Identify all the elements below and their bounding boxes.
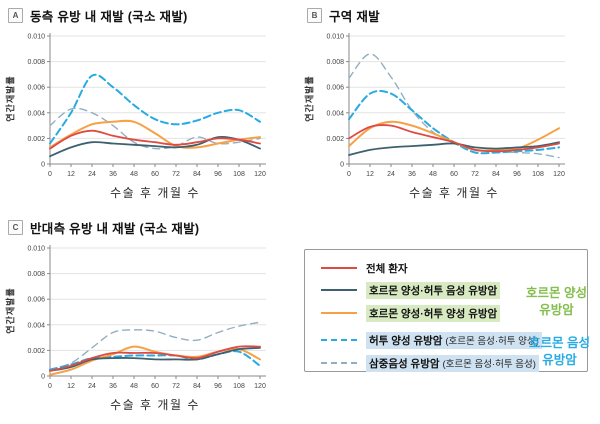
svg-text:0.008: 0.008: [326, 59, 344, 66]
svg-text:24: 24: [387, 171, 395, 178]
svg-text:0.008: 0.008: [27, 59, 45, 66]
chart-panel-regional: B 구역 재발 연간재발률 0 0.002 0.004 0.006 0.008 0.010…: [303, 6, 599, 206]
panel-label-c: C: [8, 219, 23, 235]
svg-text:60: 60: [151, 383, 159, 390]
legend-label-hr-pos-her2-pos: 호르몬 양성·허투 양성 유방암: [366, 304, 501, 322]
legend-label-all-patients: 전체 환자: [366, 262, 408, 275]
svg-text:84: 84: [193, 383, 201, 390]
chart-title-c: 반대측 유방 내 재발 (국소 재발): [30, 221, 200, 236]
svg-text:0.010: 0.010: [326, 34, 344, 41]
svg-text:0: 0: [340, 162, 344, 169]
svg-text:0.002: 0.002: [326, 136, 344, 143]
x-axis-label-a: 수술 후 개월 수: [110, 186, 200, 200]
svg-text:0: 0: [48, 171, 52, 178]
panel-header: C 반대측 유방 내 재발 (국소 재발): [8, 218, 199, 236]
svg-text:0: 0: [41, 162, 45, 169]
svg-text:0.006: 0.006: [27, 297, 45, 304]
x-axis-label-c: 수술 후 개월 수: [110, 398, 200, 412]
svg-text:24: 24: [88, 171, 96, 178]
svg-text:108: 108: [532, 171, 544, 178]
svg-text:0.004: 0.004: [326, 110, 344, 117]
svg-text:0.006: 0.006: [326, 85, 344, 92]
legend-line-tnbc: [321, 362, 357, 364]
legend-item-all-patients: 전체 환자: [321, 259, 587, 277]
svg-text:36: 36: [408, 171, 416, 178]
svg-text:96: 96: [214, 171, 222, 178]
legend-item-her2-pos: 허투 양성 유방암 (호르몬 음성·허투 양성): [321, 331, 542, 349]
x-axis-label-b: 수술 후 개월 수: [409, 186, 499, 200]
legend-item-hr-pos-her2-neg: 호르몬 양성·허투 음성 유방암: [321, 281, 526, 299]
svg-text:0.008: 0.008: [27, 271, 45, 278]
svg-text:0.010: 0.010: [27, 34, 45, 41]
legend-line-hr-pos-her2-neg: [321, 289, 357, 291]
svg-text:36: 36: [109, 383, 117, 390]
legend-sublabel-her2-pos: (호르몬 음성·허투 양성): [445, 335, 539, 347]
svg-text:120: 120: [553, 171, 565, 178]
svg-text:12: 12: [67, 383, 75, 390]
chart-title-b: 구역 재발: [329, 9, 380, 24]
svg-text:108: 108: [233, 383, 245, 390]
panel-label-a: A: [8, 7, 23, 23]
legend-line-hr-pos-her2-pos: [321, 312, 357, 314]
svg-text:48: 48: [130, 383, 138, 390]
svg-text:60: 60: [151, 171, 159, 178]
svg-text:0.002: 0.002: [27, 136, 45, 143]
legend-label-her2-pos: 허투 양성 유방암 (호르몬 음성·허투 양성): [366, 331, 542, 349]
chart-panel-contralateral: C 반대측 유방 내 재발 (국소 재발) 연간재발률 0 0.002 0.004 0…: [4, 218, 300, 418]
panel-header: B 구역 재발: [307, 6, 380, 24]
svg-text:72: 72: [172, 171, 180, 178]
svg-text:12: 12: [366, 171, 374, 178]
legend-line-her2-pos: [321, 339, 357, 341]
annotation-hormone-negative: 호르몬 음성 유방암: [529, 335, 590, 368]
legend-item-tnbc: 삼중음성 유방암 (호르몬 음성·허투 음성): [321, 354, 539, 372]
legend-item-hr-pos-her2-pos: 호르몬 양성·허투 양성 유방암: [321, 304, 526, 322]
svg-text:36: 36: [109, 171, 117, 178]
svg-text:48: 48: [429, 171, 437, 178]
legend-label-tnbc: 삼중음성 유방암 (호르몬 음성·허투 음성): [366, 354, 539, 372]
svg-text:0.010: 0.010: [27, 246, 45, 253]
annotation-hormone-positive: 호르몬 양성 유방암: [526, 285, 587, 318]
legend-label-hr-pos-her2-neg: 호르몬 양성·허투 음성 유방암: [366, 281, 501, 299]
panel-header: A 동측 유방 내 재발 (국소 재발): [8, 6, 188, 24]
svg-text:84: 84: [193, 171, 201, 178]
line-chart-regional: 0 0.002 0.004 0.006 0.008 0.010 0 12 24 36 48 60 72 8…: [326, 33, 565, 178]
svg-text:24: 24: [88, 383, 96, 390]
chart-panel-ipsilateral: A 동측 유방 내 재발 (국소 재발) 연간재발률 0 0.002 0.004 0.…: [4, 6, 300, 206]
svg-text:0.004: 0.004: [27, 322, 45, 329]
svg-text:0.006: 0.006: [27, 85, 45, 92]
annotation-line: 호르몬 음성: [529, 336, 590, 351]
annotation-line: 호르몬 양성: [526, 286, 587, 301]
svg-text:96: 96: [513, 171, 521, 178]
line-chart-ipsilateral: 0 0.002 0.004 0.006 0.008 0.010 0 12 24 36 48 60 72 8…: [27, 33, 266, 178]
legend-group-hormone-positive: 호르몬 양성·허투 음성 유방암 호르몬 양성·허투 양성 유방암 호르몬 양성…: [321, 281, 587, 322]
annotation-line: 유방암: [542, 352, 577, 367]
svg-text:0: 0: [347, 171, 351, 178]
svg-text:120: 120: [254, 171, 266, 178]
svg-text:84: 84: [492, 171, 500, 178]
svg-text:72: 72: [172, 383, 180, 390]
annotation-line: 유방암: [539, 302, 574, 317]
svg-text:0.004: 0.004: [27, 110, 45, 117]
svg-text:12: 12: [67, 171, 75, 178]
svg-text:72: 72: [471, 171, 479, 178]
svg-text:60: 60: [450, 171, 458, 178]
svg-text:120: 120: [254, 383, 266, 390]
legend-group-hormone-negative: 허투 양성 유방암 (호르몬 음성·허투 양성) 삼중음성 유방암 (호르몬 음…: [321, 331, 590, 372]
panel-label-b: B: [307, 7, 322, 23]
svg-text:0: 0: [41, 374, 45, 381]
svg-text:108: 108: [233, 171, 245, 178]
legend-sublabel-tnbc: (호르몬 음성·허투 음성): [442, 358, 536, 370]
legend-line-all-patients: [321, 267, 357, 269]
line-chart-contralateral: 0 0.002 0.004 0.006 0.008 0.010 0 12 24 36 48 60 72 8…: [27, 245, 266, 390]
svg-text:48: 48: [130, 171, 138, 178]
svg-text:0.002: 0.002: [27, 348, 45, 355]
svg-text:0: 0: [48, 383, 52, 390]
chart-title-a: 동측 유방 내 재발 (국소 재발): [30, 9, 188, 24]
svg-text:96: 96: [214, 383, 222, 390]
legend-box: 전체 환자 호르몬 양성·허투 음성 유방암 호르몬 양성·허투 양성 유방암 …: [304, 249, 590, 372]
